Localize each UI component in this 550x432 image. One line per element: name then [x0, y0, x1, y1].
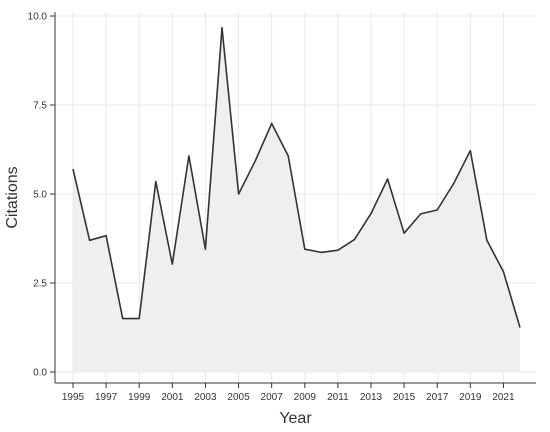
y-tick-label: 2.5 [33, 279, 47, 290]
y-axis-title: Citations [4, 166, 21, 228]
axes [54, 12, 536, 384]
y-tick-label: 0.0 [33, 368, 47, 379]
x-tick-label: 2011 [327, 392, 349, 403]
x-tick-label: 2015 [393, 392, 416, 403]
x-tick-label: 1995 [62, 392, 85, 403]
x-tick-label: 2017 [426, 392, 449, 403]
citations-area [73, 27, 520, 372]
x-tick-label: 2021 [492, 392, 515, 403]
x-tick-label: 2005 [227, 392, 250, 403]
x-axis-ticks: 1995 1997 1999 2001 2003 2005 2007 2009 2011 2013… [62, 383, 515, 403]
y-tick-label: 5.0 [33, 190, 47, 201]
x-tick-label: 1999 [128, 392, 151, 403]
y-tick-label: 7.5 [33, 101, 47, 112]
citations-line [72, 26, 521, 328]
y-tick-label: 10.0 [28, 12, 48, 23]
x-tick-label: 2013 [360, 392, 383, 403]
y-axis-ticks: 0.0 2.5 5.0 7.5 10.0 [28, 12, 55, 379]
x-tick-label: 2003 [194, 392, 217, 403]
x-tick-label: 2001 [161, 392, 184, 403]
x-tick-label: 2009 [294, 392, 317, 403]
x-tick-label: 2007 [261, 392, 284, 403]
x-tick-label: 1997 [95, 392, 118, 403]
x-tick-label: 2019 [459, 392, 482, 403]
x-axis-title: Year [279, 410, 312, 427]
